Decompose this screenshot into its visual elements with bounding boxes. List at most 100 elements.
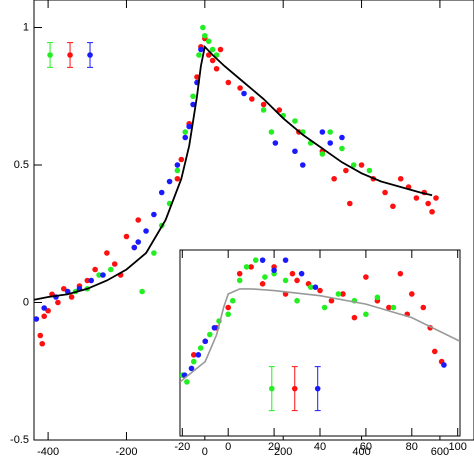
x-tick-label: -400 — [37, 446, 59, 456]
data-point — [45, 307, 51, 314]
data-point — [190, 93, 196, 100]
fit-curve — [34, 44, 433, 301]
data-point — [259, 281, 266, 287]
data-point — [131, 244, 138, 251]
error-point — [47, 52, 53, 58]
data-point — [184, 379, 190, 385]
data-point — [202, 338, 209, 345]
data-point — [135, 239, 142, 245]
data-point — [346, 200, 353, 207]
data-point — [350, 162, 357, 168]
x-tick-label: 0 — [202, 446, 208, 456]
x-tick-label: 600 — [431, 446, 449, 456]
data-point — [107, 266, 114, 273]
data-point — [225, 311, 231, 318]
data-point — [60, 285, 67, 292]
data-point — [64, 288, 71, 295]
data-point — [123, 233, 130, 240]
data-point — [282, 257, 289, 263]
data-point — [135, 217, 142, 223]
data-point — [259, 257, 266, 263]
data-point — [166, 178, 173, 185]
plot-frame — [179, 249, 461, 437]
data-point — [143, 228, 149, 234]
data-point — [207, 331, 213, 338]
data-point — [382, 189, 388, 196]
data-point — [190, 358, 197, 365]
data-point — [84, 277, 91, 284]
data-point — [276, 107, 283, 113]
data-point — [260, 101, 267, 108]
data-point — [328, 297, 335, 304]
data-point — [433, 195, 439, 201]
data-point — [441, 362, 447, 368]
data-point — [236, 270, 243, 277]
data-point — [209, 57, 216, 64]
data-point — [351, 314, 358, 321]
data-point — [194, 74, 200, 80]
data-point — [217, 46, 224, 53]
data-point — [272, 140, 279, 146]
data-point — [319, 129, 326, 135]
y-tick-label: 1 — [23, 21, 29, 33]
data-point — [319, 151, 326, 157]
data-point — [397, 270, 404, 277]
data-point — [292, 118, 298, 124]
data-point — [343, 167, 349, 174]
data-point — [363, 274, 369, 280]
data-point — [92, 266, 98, 273]
data-point — [374, 294, 381, 301]
x-tick-label: -20 — [174, 441, 190, 453]
data-point — [429, 208, 435, 215]
data-point — [202, 32, 208, 39]
x-tick-label: -200 — [115, 446, 137, 456]
data-point — [151, 250, 157, 256]
data-point — [363, 311, 369, 318]
data-point — [178, 156, 185, 163]
data-point — [237, 85, 243, 91]
data-point — [294, 297, 300, 304]
data-point — [211, 324, 218, 331]
data-point — [413, 195, 420, 201]
data-point — [68, 294, 75, 300]
data-point — [34, 316, 40, 322]
data-point — [200, 24, 206, 31]
data-point — [241, 90, 247, 97]
data-point — [197, 345, 204, 351]
data-point — [268, 129, 275, 135]
data-point — [339, 145, 345, 152]
data-point — [174, 162, 181, 168]
data-point — [158, 189, 165, 196]
data-point — [188, 365, 195, 372]
y-tick-label: 0.5 — [14, 159, 29, 171]
data-point — [249, 96, 255, 102]
data-point — [386, 304, 392, 311]
data-point — [409, 291, 415, 297]
data-point — [397, 175, 404, 182]
data-point — [41, 305, 47, 311]
data-point — [111, 261, 118, 267]
data-point — [289, 270, 296, 277]
data-point — [317, 287, 323, 294]
data-point — [182, 134, 189, 141]
data-point — [358, 162, 365, 168]
x-tick-label: 20 — [268, 441, 280, 453]
data-point — [182, 129, 189, 135]
data-point — [236, 277, 243, 284]
data-point — [312, 284, 319, 291]
data-point — [37, 332, 44, 339]
data-point — [88, 277, 95, 284]
y-tick-label: -0.5 — [10, 434, 29, 446]
data-point — [298, 270, 305, 277]
data-point — [431, 348, 438, 355]
data-point — [327, 129, 334, 135]
x-tick-label: 80 — [406, 441, 418, 453]
data-point — [39, 340, 46, 347]
data-point — [100, 272, 106, 278]
data-point — [195, 352, 202, 358]
error-point — [269, 385, 275, 392]
data-point — [425, 200, 431, 207]
data-point — [41, 313, 47, 320]
data-point — [198, 46, 204, 53]
